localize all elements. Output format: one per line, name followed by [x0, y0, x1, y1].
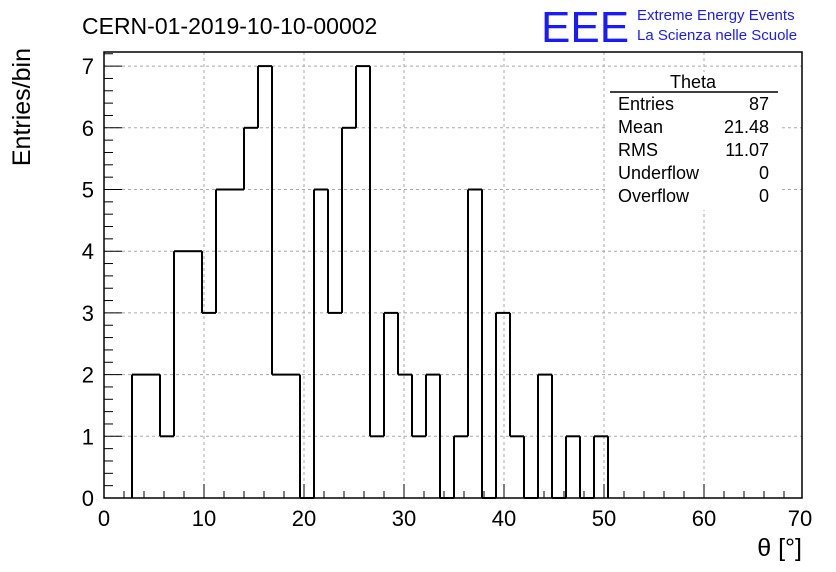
- y-tick-label: 3: [82, 301, 94, 326]
- x-tick-label: 50: [592, 506, 616, 531]
- x-tick-label: 70: [788, 506, 812, 531]
- y-tick-label: 7: [82, 54, 94, 79]
- stats-box-background: [606, 72, 782, 210]
- y-axis-title: Entries/bin: [8, 48, 36, 166]
- y-tick-label: 4: [82, 239, 94, 264]
- y-tick-label: 5: [82, 178, 94, 203]
- x-tick-label: 0: [98, 506, 110, 531]
- stats-title: Theta: [670, 72, 717, 92]
- run-title: CERN-01-2019-10-10-00002: [82, 13, 377, 39]
- y-tick-label: 6: [82, 116, 94, 141]
- stats-value: 87: [749, 94, 769, 114]
- stats-value: 21.48: [724, 117, 769, 137]
- stats-value: 0: [759, 163, 769, 183]
- x-axis-title: θ [°]: [757, 534, 802, 562]
- eee-logo-mark: EEE: [541, 3, 629, 52]
- y-tick-label: 1: [82, 424, 94, 449]
- stats-label: Overflow: [618, 186, 690, 206]
- plot-frame: [103, 51, 803, 499]
- stats-box: Theta Entries 87 Mean 21.48 RMS 11.07 Underflo…: [606, 72, 782, 210]
- logo-subtitle-1: Extreme Energy Events: [637, 7, 795, 24]
- logo-subtitle-2: La Scienza nelle Scuole: [637, 27, 797, 44]
- stats-value: 11.07: [725, 140, 769, 160]
- eee-logo: EEE Extreme Energy Events La Scienza nel…: [541, 3, 797, 52]
- x-tick-label: 30: [392, 506, 416, 531]
- x-tick-label: 20: [292, 506, 316, 531]
- y-tick-label: 0: [82, 486, 94, 511]
- stats-label: Mean: [618, 117, 663, 137]
- tick-layer: [103, 53, 803, 499]
- stats-label: Underflow: [618, 163, 700, 183]
- stats-rows: Entries 87 Mean 21.48 RMS 11.07 Underflow 0 Over…: [618, 94, 769, 206]
- y-tick-label: 2: [82, 363, 94, 388]
- stats-label: Entries: [618, 94, 674, 114]
- stats-label: RMS: [618, 140, 658, 160]
- x-tick-label: 40: [492, 506, 516, 531]
- histogram-layer: [131, 65, 609, 499]
- x-tick-label: 60: [692, 506, 716, 531]
- tick-label-layer: 0 10 20 30 40 50 60 70 0 1 2 3 4 5 6 7: [82, 54, 812, 531]
- stats-value: 0: [759, 186, 769, 206]
- x-tick-label: 10: [192, 506, 216, 531]
